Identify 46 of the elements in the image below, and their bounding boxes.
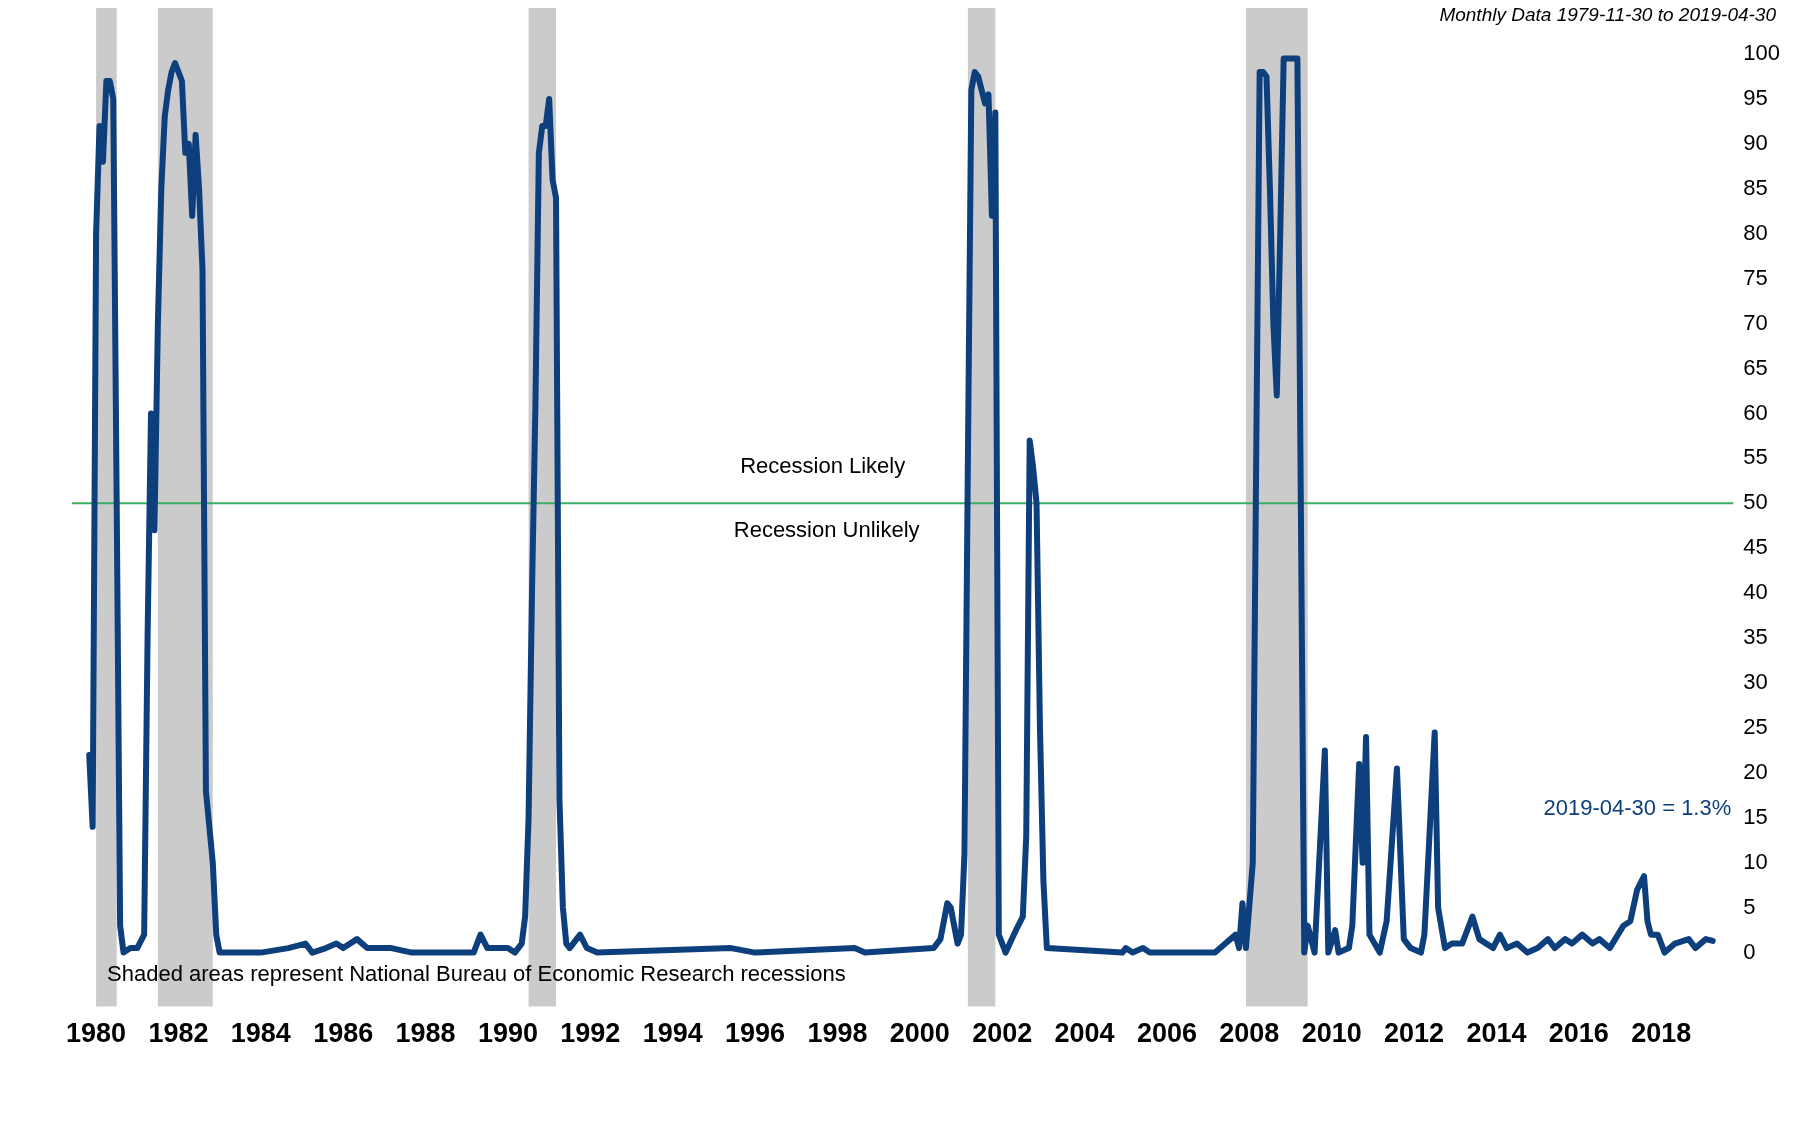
- y-tick-label: 70: [1743, 309, 1768, 335]
- y-tick-label: 0: [1743, 938, 1756, 964]
- y-tick-label: 30: [1743, 669, 1768, 695]
- y-tick-label: 65: [1743, 354, 1768, 380]
- x-tick-label: 2000: [889, 1018, 950, 1049]
- y-tick-label: 95: [1743, 84, 1768, 110]
- x-tick-label: 1996: [725, 1018, 786, 1049]
- y-tick-label: 20: [1743, 758, 1768, 784]
- y-tick-label: 85: [1743, 174, 1768, 200]
- x-tick-label: 2002: [972, 1018, 1033, 1049]
- x-tick-label: 2010: [1301, 1018, 1362, 1049]
- y-tick-label: 100: [1743, 40, 1781, 66]
- annotation: 2019-04-30 = 1.3%: [1543, 794, 1732, 820]
- x-tick-label: 2008: [1219, 1018, 1280, 1049]
- x-tick-label: 1988: [395, 1018, 456, 1049]
- x-tick-label: 1986: [313, 1018, 374, 1049]
- x-tick-label: 2004: [1054, 1018, 1115, 1049]
- x-tick-label: 2016: [1548, 1018, 1609, 1049]
- x-tick-label: 1982: [148, 1018, 209, 1049]
- x-tick-label: 2018: [1631, 1018, 1692, 1049]
- x-tick-label: 2012: [1384, 1018, 1445, 1049]
- y-tick-label: 25: [1743, 714, 1768, 740]
- y-tick-label: 80: [1743, 219, 1768, 245]
- annotation: Recession Likely: [740, 453, 906, 479]
- x-tick-label: 1984: [230, 1018, 291, 1049]
- annotation: Recession Unlikely: [733, 517, 920, 543]
- x-tick-label: 2014: [1466, 1018, 1527, 1049]
- x-tick-label: 1994: [642, 1018, 703, 1049]
- y-tick-label: 60: [1743, 399, 1768, 425]
- y-tick-label: 50: [1743, 489, 1768, 515]
- y-tick-label: 90: [1743, 129, 1768, 155]
- x-tick-label: 1990: [477, 1018, 538, 1049]
- x-tick-label: 1992: [560, 1018, 621, 1049]
- y-tick-label: 10: [1743, 848, 1768, 874]
- y-tick-label: 45: [1743, 534, 1768, 560]
- y-tick-label: 15: [1743, 803, 1768, 829]
- x-tick-label: 2006: [1136, 1018, 1197, 1049]
- y-tick-label: 35: [1743, 624, 1768, 650]
- y-tick-label: 5: [1743, 893, 1756, 919]
- y-tick-label: 55: [1743, 444, 1768, 470]
- y-tick-label: 75: [1743, 264, 1768, 290]
- chart-subtitle: Monthly Data 1979-11-30 to 2019-04-30: [1439, 4, 1777, 26]
- y-tick-label: 40: [1743, 579, 1768, 605]
- text: Shaded areas represent National Bureau of Economic Research recessions: [107, 960, 846, 986]
- x-tick-label: 1980: [66, 1018, 127, 1049]
- x-tick-label: 1998: [807, 1018, 868, 1049]
